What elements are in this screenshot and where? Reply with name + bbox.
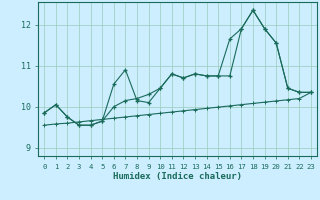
X-axis label: Humidex (Indice chaleur): Humidex (Indice chaleur) (113, 172, 242, 181)
